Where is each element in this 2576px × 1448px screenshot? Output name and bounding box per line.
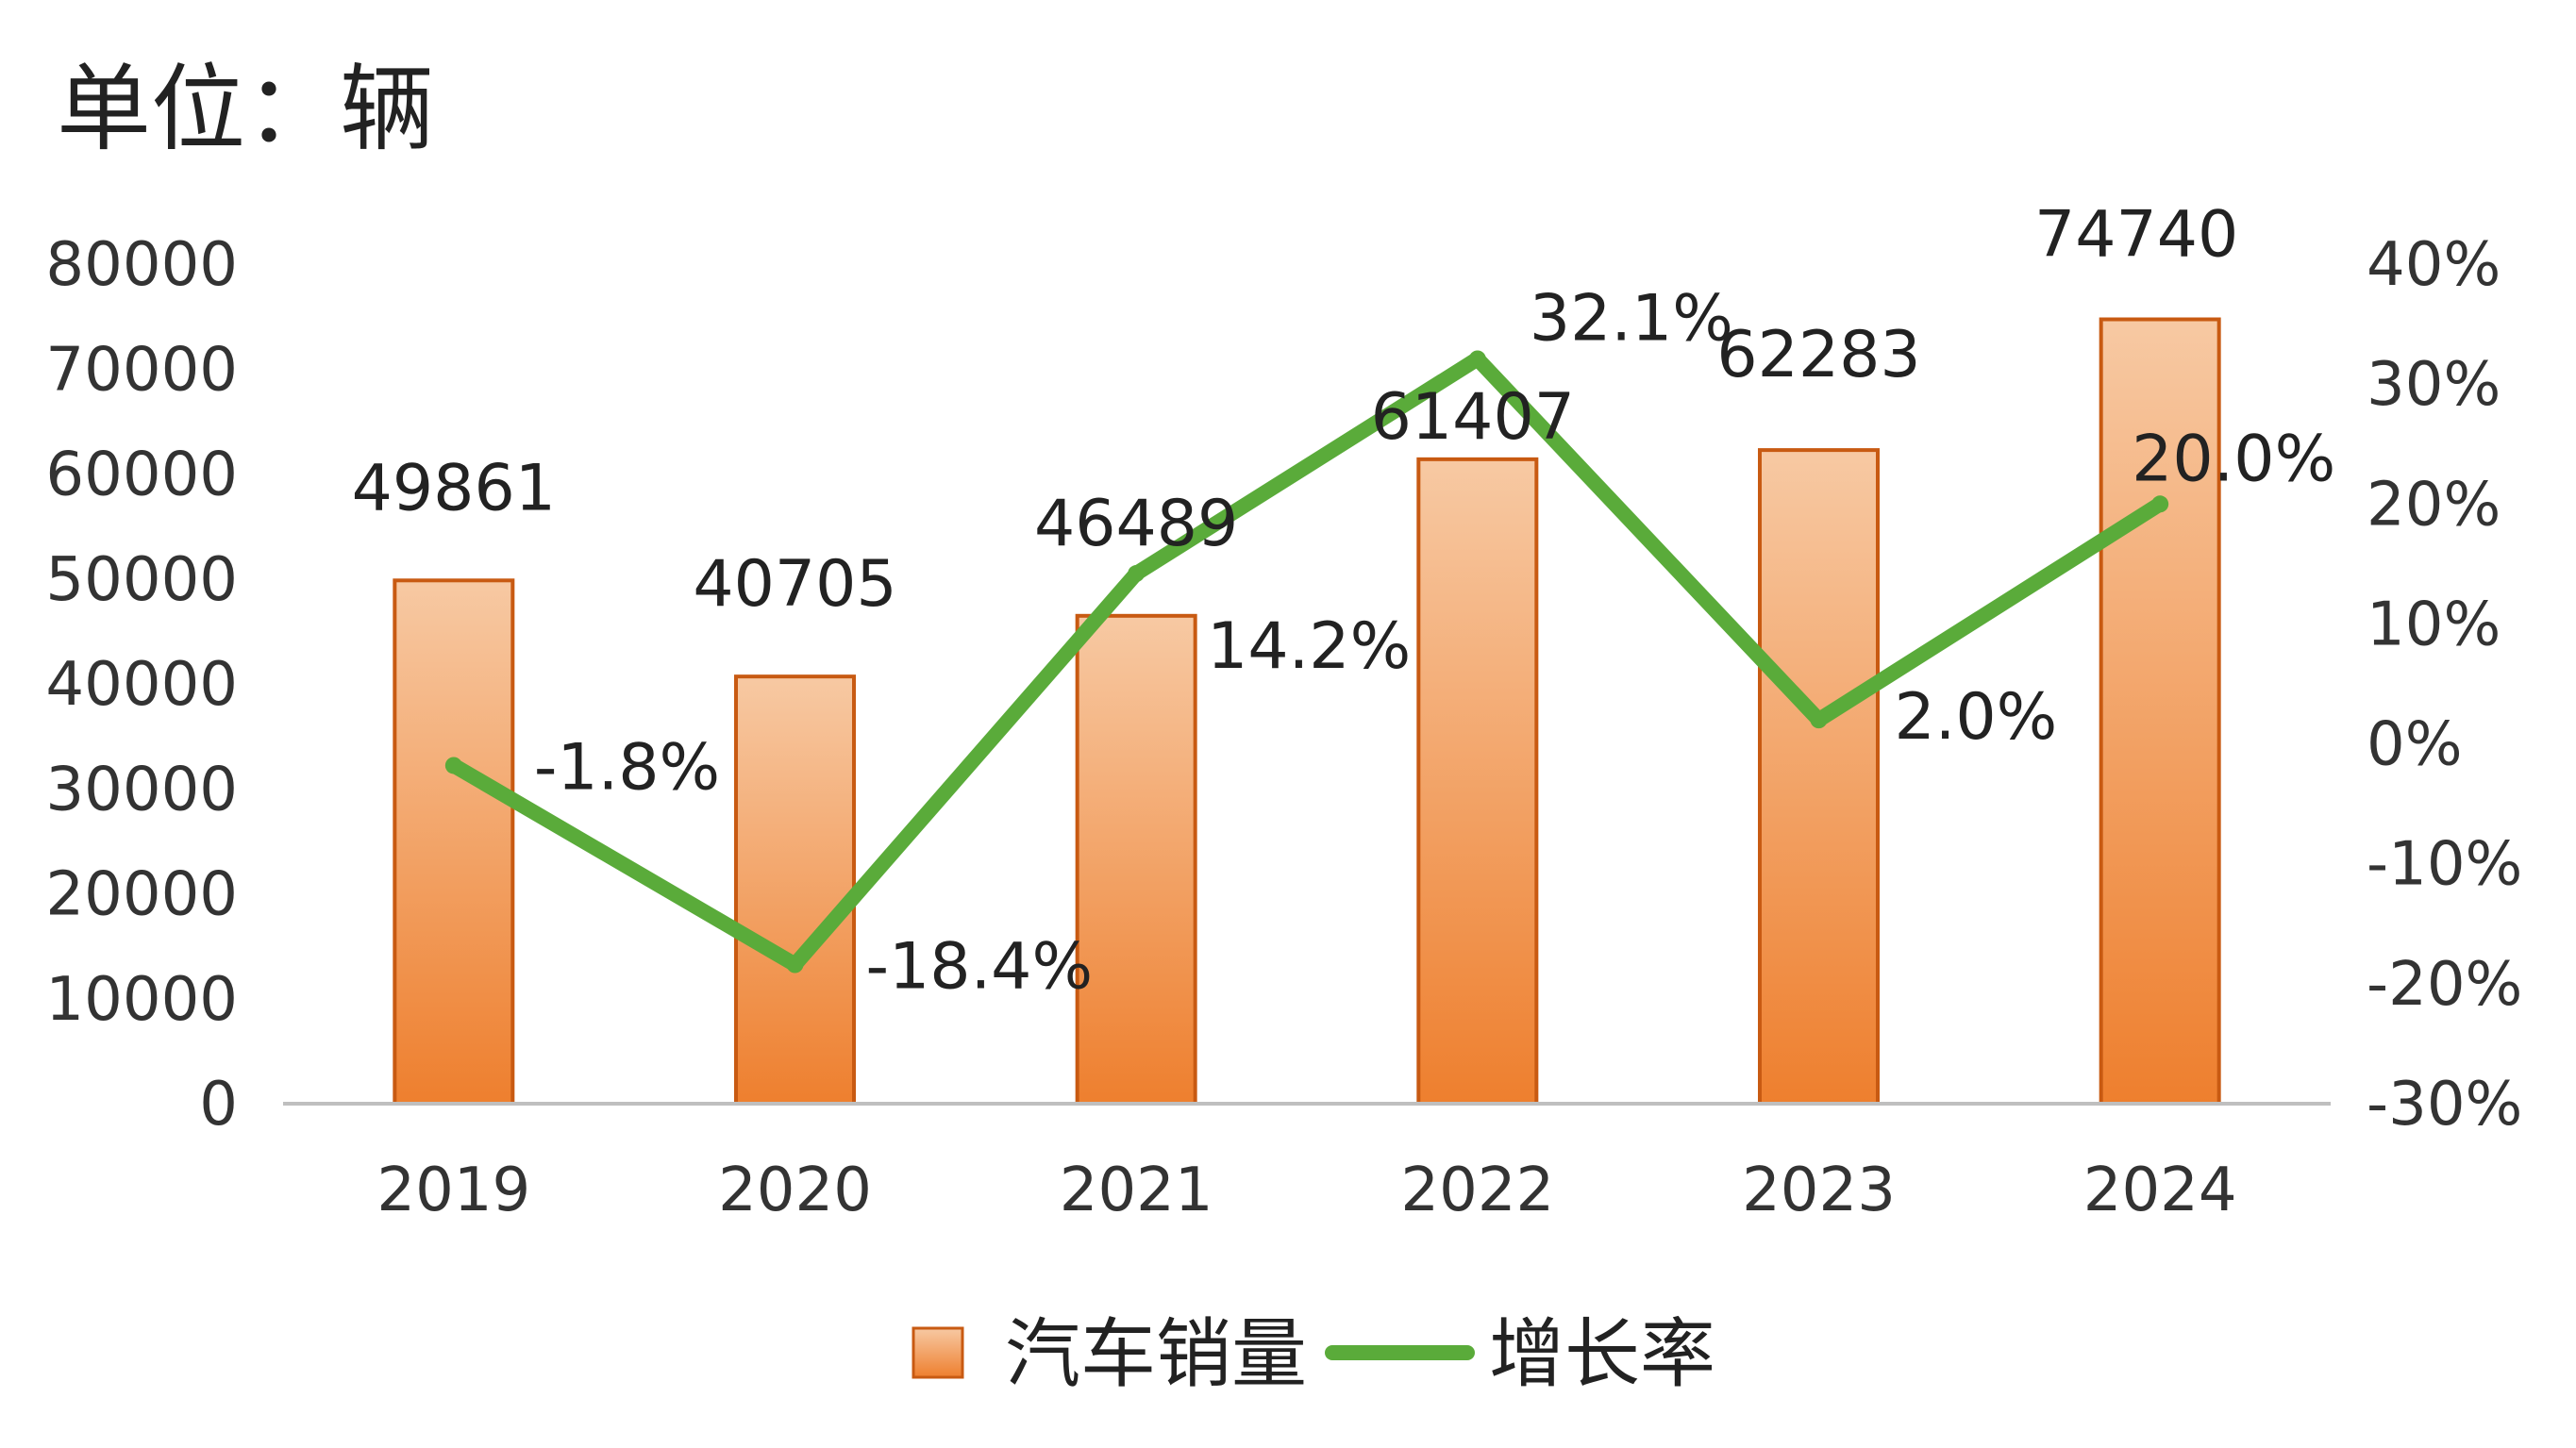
growth-rate-label: -18.4% <box>866 930 1094 1005</box>
growth-rate-point <box>1468 350 1486 368</box>
right-tick-label: -20% <box>2367 950 2522 1020</box>
bar-value-label: 74740 <box>2034 198 2238 273</box>
growth-rate-label: 2.0% <box>1895 680 2058 755</box>
legend-line-label: 增长率 <box>1489 1310 1715 1398</box>
legend-bar-swatch <box>912 1326 964 1379</box>
growth-rate-point <box>2151 495 2169 513</box>
bar-2023 <box>1758 448 1880 1106</box>
bar-2021 <box>1075 613 1197 1106</box>
left-tick-label: 50000 <box>45 545 238 615</box>
left-tick-label: 80000 <box>45 230 238 300</box>
growth-rate-label: -1.8% <box>534 730 720 805</box>
bar-2020 <box>734 674 856 1106</box>
right-tick-label: 20% <box>2367 470 2501 540</box>
line-series <box>444 350 2169 974</box>
unit-label: 单位：辆 <box>57 54 434 164</box>
category-axis: 2019 2020 2021 2022 2023 2024 <box>376 1156 2236 1225</box>
category-label: 2024 <box>2083 1156 2237 1225</box>
growth-rate-label: 32.1% <box>1530 281 1733 356</box>
left-tick-label: 70000 <box>45 335 238 405</box>
left-tick-label: 60000 <box>45 441 238 510</box>
right-axis: -30% -20% -10% 0% 10% 20% 30% 40% <box>2367 230 2522 1140</box>
category-label: 2020 <box>718 1156 872 1225</box>
bar-value-label: 46489 <box>1034 487 1238 561</box>
bar-value-label: 40705 <box>693 547 896 622</box>
bar-2022 <box>1416 457 1539 1107</box>
left-tick-label: 40000 <box>45 650 238 720</box>
left-tick-label: 0 <box>199 1070 238 1140</box>
left-axis: 0 10000 20000 30000 40000 50000 60000 70000 8000… <box>45 230 238 1140</box>
growth-rate-point <box>1128 565 1146 583</box>
growth-rate-label: 14.2% <box>1207 609 1411 684</box>
bar-2019 <box>393 578 515 1106</box>
bar-value-label: 49861 <box>352 451 556 525</box>
left-tick-label: 30000 <box>45 755 238 824</box>
category-label: 2021 <box>1060 1156 1213 1225</box>
left-tick-label: 20000 <box>45 860 238 930</box>
right-tick-label: 40% <box>2367 230 2501 300</box>
growth-rate-point <box>786 956 804 974</box>
growth-rate-line <box>445 351 2168 973</box>
category-label: 2022 <box>1400 1156 1554 1225</box>
right-tick-label: 10% <box>2367 590 2501 659</box>
bar-series <box>393 317 2221 1107</box>
right-tick-label: 30% <box>2367 350 2501 420</box>
legend-bar-label: 汽车销量 <box>1005 1310 1307 1398</box>
right-tick-label: -30% <box>2367 1070 2522 1140</box>
line-data-labels: -1.8% -18.4% 14.2% 32.1% 2.0% 20.0% <box>534 281 2335 1004</box>
bar-value-label: 61407 <box>1371 380 1575 455</box>
right-tick-label: -10% <box>2367 830 2522 900</box>
category-label: 2023 <box>1742 1156 1896 1225</box>
bar-value-label: 62283 <box>1716 318 1920 392</box>
category-label: 2019 <box>376 1156 530 1225</box>
right-tick-label: 0% <box>2367 710 2463 780</box>
left-tick-label: 10000 <box>45 965 238 1035</box>
growth-rate-point <box>444 757 462 774</box>
growth-rate-label: 20.0% <box>2132 422 2335 496</box>
growth-rate-point <box>1810 711 1828 729</box>
bar-2024 <box>2099 317 2221 1106</box>
bar-data-labels: 49861 40705 46489 61407 62283 74740 <box>352 198 2239 623</box>
legend: 汽车销量 增长率 <box>912 1310 1715 1398</box>
